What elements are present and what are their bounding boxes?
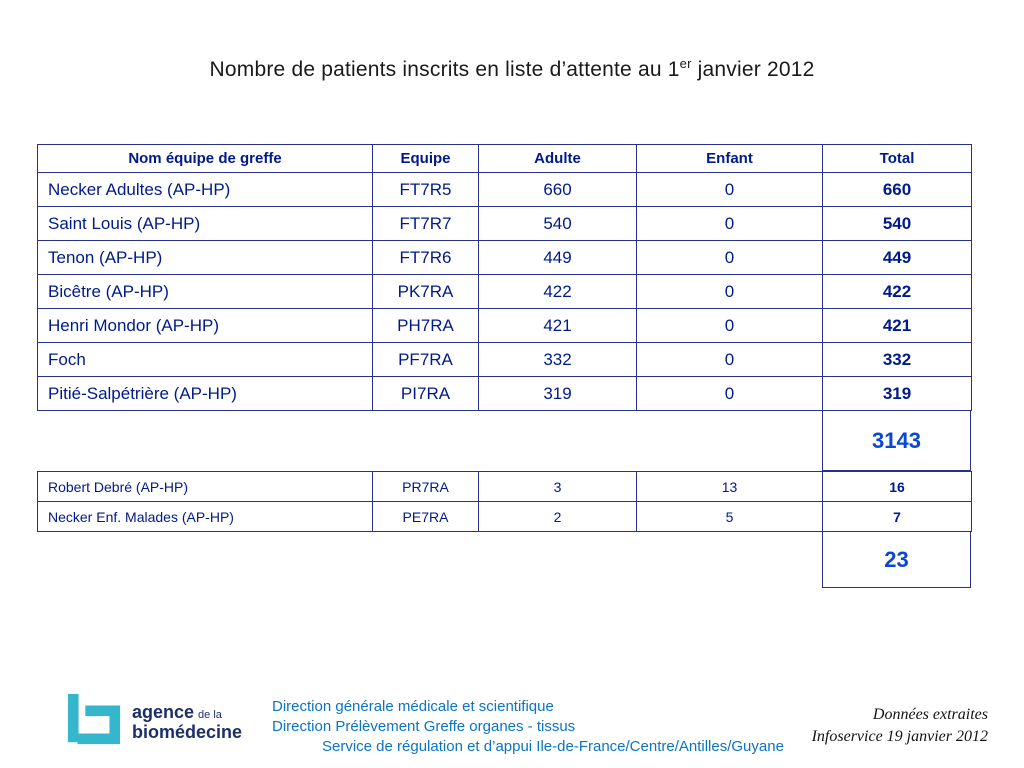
- agency-logo: agence de la biomédecine: [66, 692, 242, 753]
- cell-total-count: 16: [822, 471, 972, 502]
- cell-child-count: 0: [636, 376, 823, 411]
- cell-adult-count: 2: [478, 501, 637, 532]
- cell-team-name: Tenon (AP-HP): [37, 240, 373, 275]
- cell-team-name: Saint Louis (AP-HP): [37, 206, 373, 241]
- adult-total-box: 3143: [822, 410, 971, 471]
- cell-team-code: FT7R5: [372, 172, 479, 207]
- title-superscript: er: [679, 56, 692, 71]
- cell-child-count: 0: [636, 274, 823, 309]
- agency-logo-text: agence de la biomédecine: [132, 701, 243, 743]
- cell-adult-count: 540: [478, 206, 637, 241]
- cell-team-name: Robert Debré (AP-HP): [37, 471, 373, 502]
- cell-adult-count: 422: [478, 274, 637, 309]
- cell-child-count: 0: [636, 342, 823, 377]
- cell-total-count: 421: [822, 308, 972, 343]
- cell-adult-count: 319: [478, 376, 637, 411]
- cell-team-code: PR7RA: [372, 471, 479, 502]
- cell-team-code: PF7RA: [372, 342, 479, 377]
- page-title-text-2: janvier 2012: [691, 58, 815, 81]
- cell-child-count: 0: [636, 240, 823, 275]
- table-row: Necker Enf. Malades (AP-HP) PE7RA 2 5 7: [37, 501, 972, 532]
- cell-total-count: 540: [822, 206, 972, 241]
- table-row: Necker Adultes (AP-HP) FT7R5 660 0 660: [37, 172, 972, 207]
- cell-team-code: PH7RA: [372, 308, 479, 343]
- cell-team-code: FT7R7: [372, 206, 479, 241]
- biomedecine-logo-icon: [66, 692, 122, 753]
- table-header-row: Nom équipe de greffe Equipe Adulte Enfan…: [37, 144, 972, 173]
- logo-word-dela: de la: [198, 708, 222, 721]
- cell-team-name: Henri Mondor (AP-HP): [37, 308, 373, 343]
- col-header-child: Enfant: [636, 144, 823, 173]
- cell-team-code: PE7RA: [372, 501, 479, 532]
- table-row: Robert Debré (AP-HP) PR7RA 3 13 16: [37, 471, 972, 502]
- cell-team-code: FT7R6: [372, 240, 479, 275]
- data-source-note: Données extraites Infoservice 19 janvier…: [812, 704, 988, 748]
- cell-child-count: 0: [636, 308, 823, 343]
- table-row: Foch PF7RA 332 0 332: [37, 342, 972, 377]
- cell-team-name: Pitié-Salpétrière (AP-HP): [37, 376, 373, 411]
- cell-adult-count: 660: [478, 172, 637, 207]
- note-line-2: Infoservice 19 janvier 2012: [811, 728, 988, 745]
- cell-team-name: Bicêtre (AP-HP): [37, 274, 373, 309]
- col-header-team: Nom équipe de greffe: [37, 144, 373, 173]
- col-header-adult: Adulte: [478, 144, 637, 173]
- cell-child-count: 0: [636, 206, 823, 241]
- dept-line-2: Direction Prélèvement Greffe organes - t…: [272, 718, 576, 735]
- cell-team-name: Foch: [37, 342, 373, 377]
- dept-line-1: Direction générale médicale et scientifi…: [272, 698, 554, 715]
- cell-team-name: Necker Adultes (AP-HP): [37, 172, 373, 207]
- table-row: Tenon (AP-HP) FT7R6 449 0 449: [37, 240, 972, 275]
- page-title: Nombre de patients inscrits en liste d’a…: [0, 56, 1024, 82]
- logo-line-biomedecine: biomédecine: [132, 721, 243, 742]
- table-row: Bicêtre (AP-HP) PK7RA 422 0 422: [37, 274, 972, 309]
- table-row: Henri Mondor (AP-HP) PH7RA 421 0 421: [37, 308, 972, 343]
- department-lines: Direction générale médicale et scientifi…: [272, 697, 784, 757]
- note-line-1: Données extraites: [872, 706, 988, 723]
- cell-total-count: 449: [822, 240, 972, 275]
- pediatric-total-box: 23: [822, 531, 971, 588]
- adult-teams-table: Nom équipe de greffe Equipe Adulte Enfan…: [37, 144, 972, 411]
- logo-line-agence: agence de la: [132, 701, 242, 723]
- col-header-code: Equipe: [372, 144, 479, 173]
- cell-total-count: 660: [822, 172, 972, 207]
- cell-child-count: 5: [636, 501, 823, 532]
- cell-team-code: PI7RA: [372, 376, 479, 411]
- cell-team-name: Necker Enf. Malades (AP-HP): [37, 501, 373, 532]
- cell-total-count: 7: [822, 501, 972, 532]
- cell-total-count: 422: [822, 274, 972, 309]
- pediatric-teams-table: Robert Debré (AP-HP) PR7RA 3 13 16 Necke…: [37, 471, 972, 532]
- cell-team-code: PK7RA: [372, 274, 479, 309]
- pediatric-total-value: 23: [884, 546, 909, 572]
- table-row: Saint Louis (AP-HP) FT7R7 540 0 540: [37, 206, 972, 241]
- cell-total-count: 332: [822, 342, 972, 377]
- cell-adult-count: 449: [478, 240, 637, 275]
- page-title-text: Nombre de patients inscrits en liste d’a…: [209, 58, 680, 81]
- dept-line-3: Service de régulation et d’appui Ile-de-…: [322, 738, 784, 755]
- cell-adult-count: 332: [478, 342, 637, 377]
- cell-adult-count: 421: [478, 308, 637, 343]
- cell-adult-count: 3: [478, 471, 637, 502]
- adult-total-value: 3143: [872, 427, 921, 453]
- cell-child-count: 13: [636, 471, 823, 502]
- logo-word-agence: agence: [132, 701, 195, 722]
- cell-total-count: 319: [822, 376, 972, 411]
- col-header-total: Total: [822, 144, 972, 173]
- table-row: Pitié-Salpétrière (AP-HP) PI7RA 319 0 31…: [37, 376, 972, 411]
- cell-child-count: 0: [636, 172, 823, 207]
